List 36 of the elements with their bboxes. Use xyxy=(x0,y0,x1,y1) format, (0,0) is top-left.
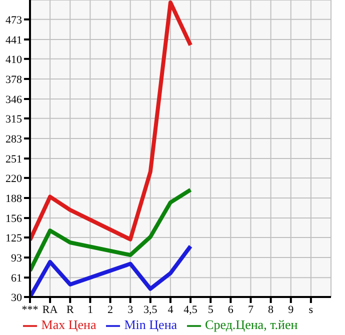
x-tick-label: 5 xyxy=(208,304,214,316)
y-tick-label: 156 xyxy=(6,212,22,225)
y-tick-label: 315 xyxy=(6,113,22,126)
x-tick-label: s xyxy=(308,304,314,316)
line-series xyxy=(30,0,193,242)
y-tick-label: 473 xyxy=(6,14,22,26)
line-series xyxy=(30,244,193,297)
x-tick-label: 3,5 xyxy=(144,304,158,316)
y-tick-label: 378 xyxy=(6,74,22,86)
x-tick-label: 6 xyxy=(228,304,234,316)
x-tick-label: 2 xyxy=(108,304,114,316)
y-tick-label: 441 xyxy=(6,34,22,46)
legend-label: Min Цена xyxy=(124,317,178,332)
legend-label: Сред.Цена, т.йен xyxy=(205,317,298,332)
y-tick-label: 188 xyxy=(6,192,22,205)
x-tick-label: RA xyxy=(42,304,58,316)
y-tick-label: 410 xyxy=(6,54,22,66)
x-tick-label: 7 xyxy=(248,304,254,316)
y-tick-label: 125 xyxy=(6,232,22,244)
x-tick-label: *** xyxy=(22,304,38,316)
y-tick-label: 346 xyxy=(6,94,22,106)
y-tick-label: 93 xyxy=(11,252,22,264)
x-tick-label: 9 xyxy=(288,304,294,316)
x-tick-label: 4 xyxy=(168,304,174,316)
y-tick-label: 61 xyxy=(11,272,22,284)
x-tick-label: 8 xyxy=(268,304,274,316)
line-series xyxy=(30,188,193,273)
y-tick-label: 30 xyxy=(11,292,22,304)
y-tick-label: 283 xyxy=(6,133,22,146)
y-tick-label: 220 xyxy=(6,172,22,185)
legend-label: Max Цена xyxy=(41,317,96,332)
x-tick-label: 1 xyxy=(87,304,93,316)
x-tick-label: R xyxy=(66,304,74,316)
x-tick-label: 3 xyxy=(128,304,134,316)
x-tick-label: 4,5 xyxy=(184,304,198,316)
y-tick-label: 251 xyxy=(6,153,22,166)
